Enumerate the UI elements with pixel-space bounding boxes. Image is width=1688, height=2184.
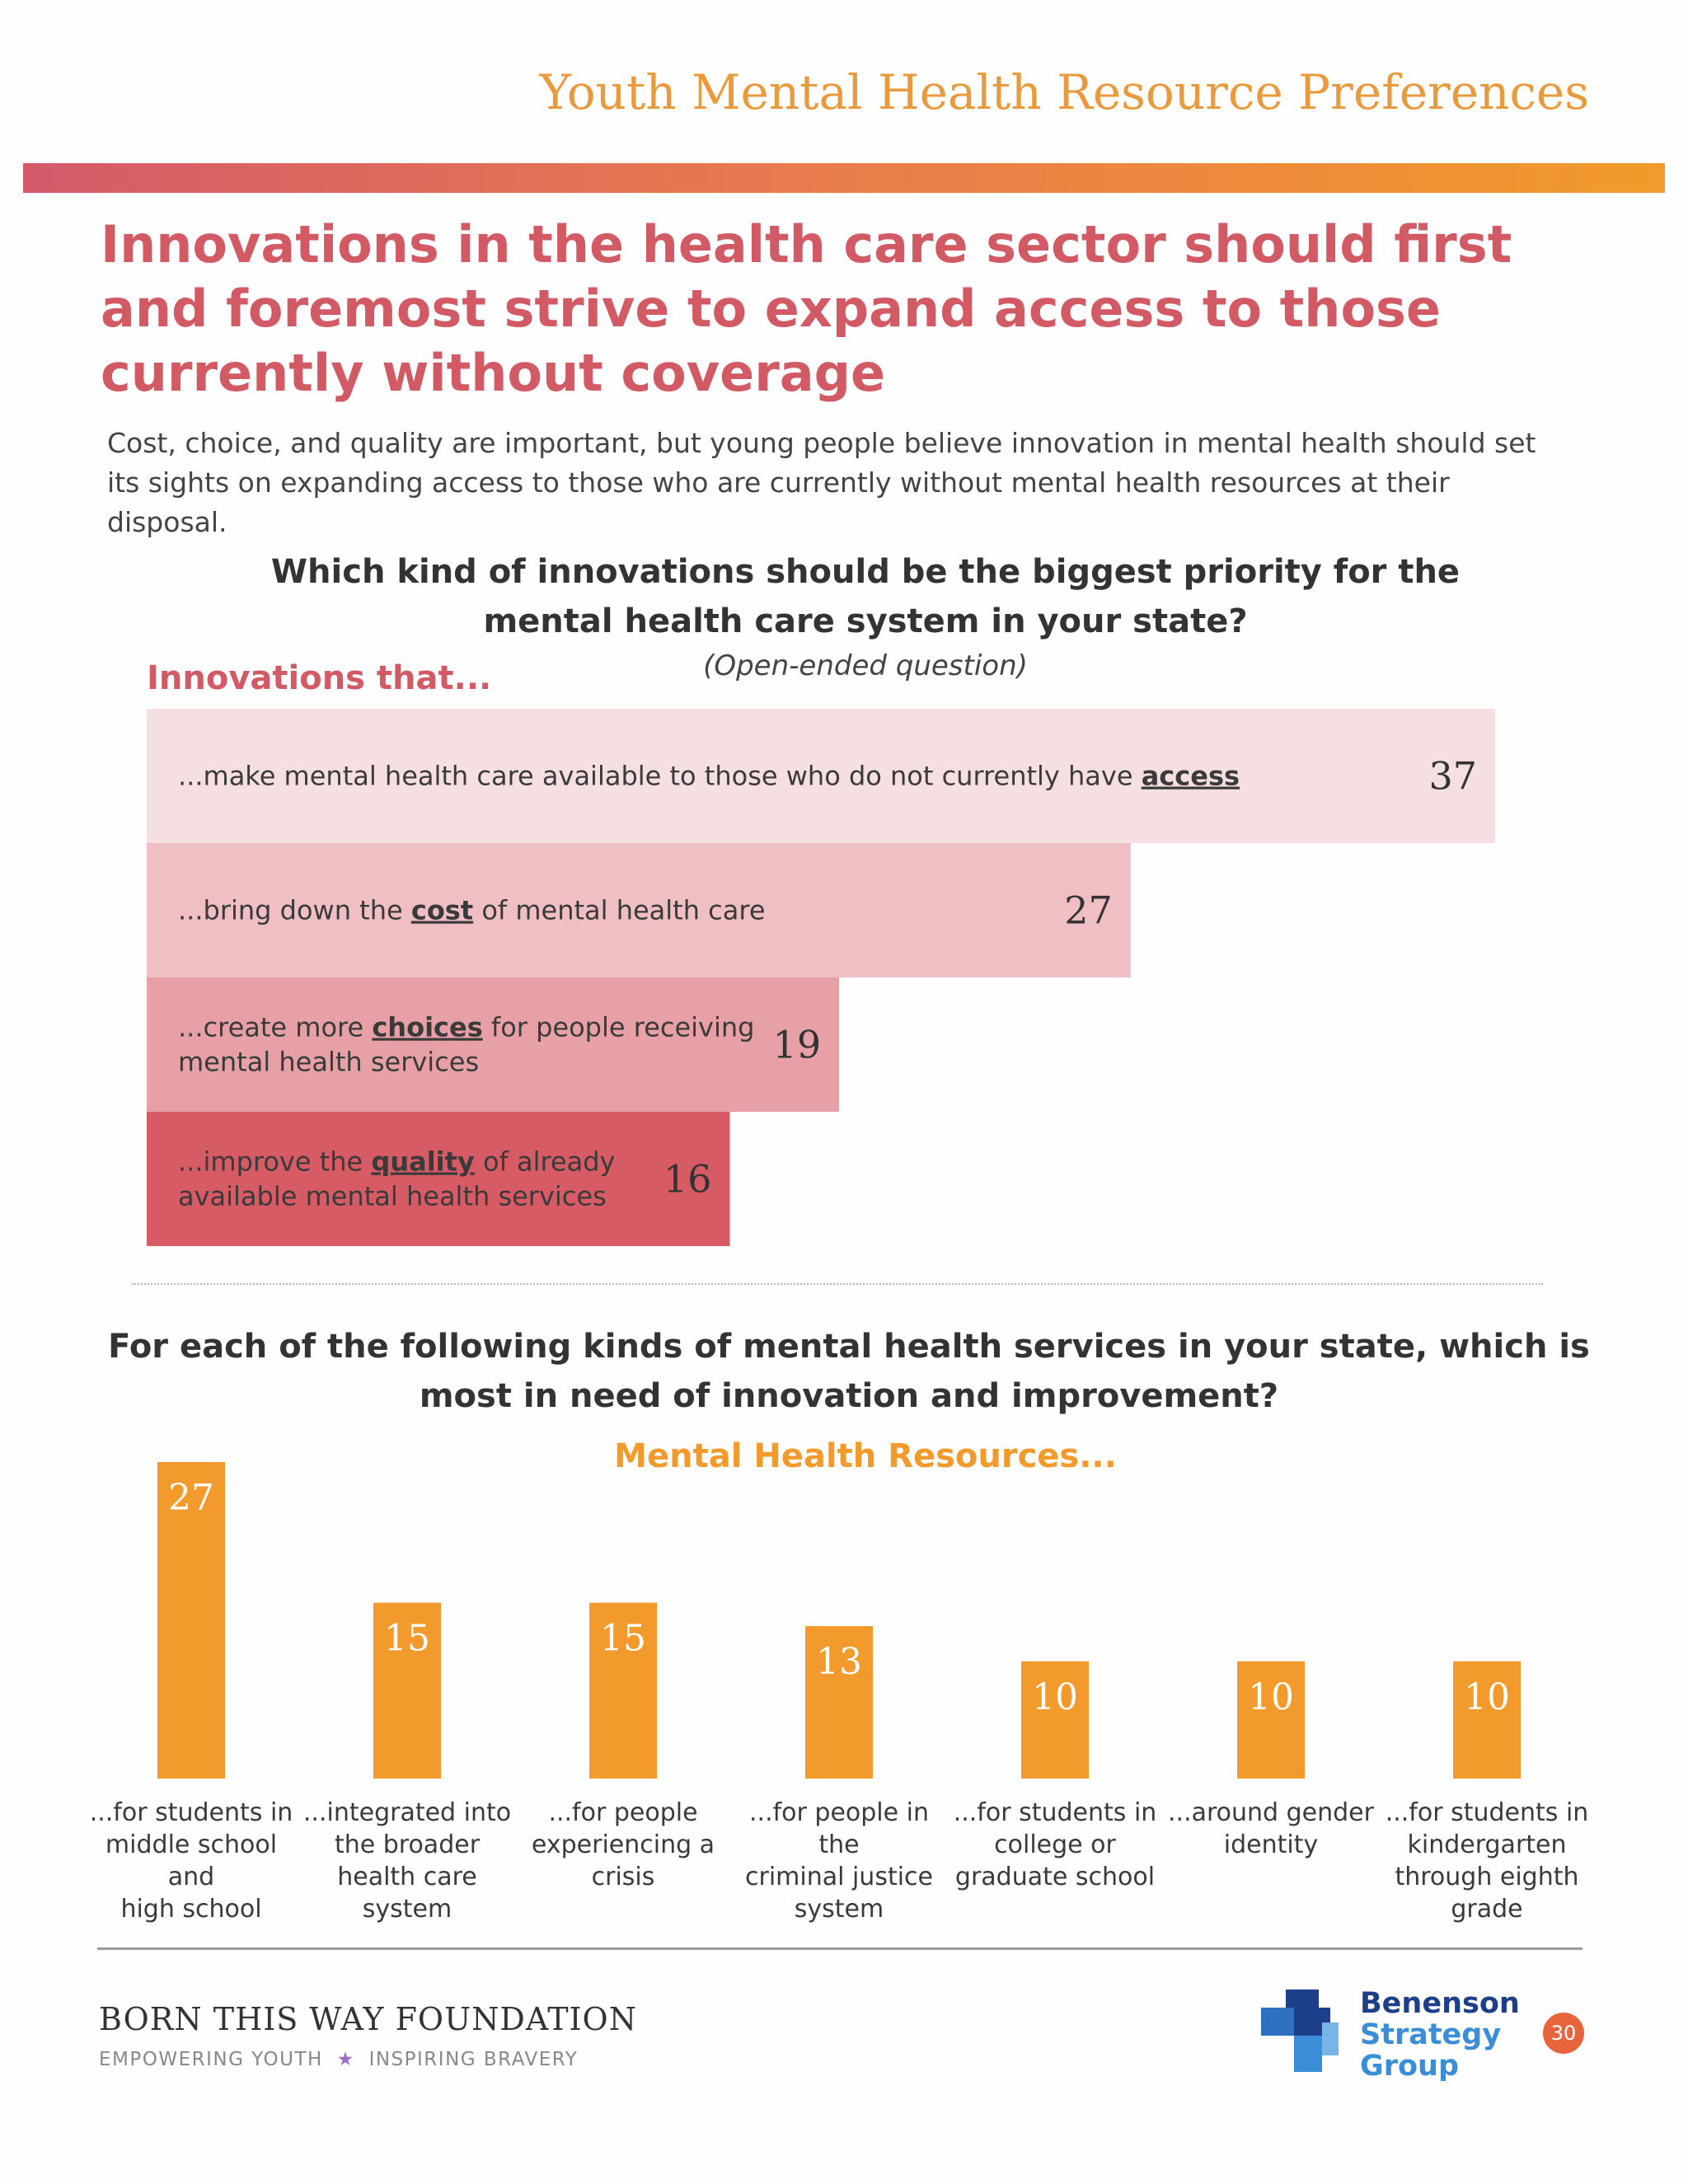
- vbar-category-line: identity: [1223, 1830, 1319, 1859]
- vbar-category-2: ...for people experiencing a crisis: [512, 1797, 734, 1893]
- vbar-4: [1021, 1661, 1089, 1779]
- hbar-label-1: ...bring down the cost of mental health …: [178, 895, 766, 926]
- hbar-value-3: 16: [663, 1157, 712, 1202]
- vbar-1: [373, 1602, 441, 1779]
- hbar-0: [147, 709, 1495, 843]
- hbar-2: [147, 977, 840, 1112]
- vbar-category-line: criminal justice: [744, 1863, 934, 1891]
- vbar-value-0: 27: [168, 1477, 214, 1519]
- vbar-category-line: ...for students in: [89, 1798, 293, 1827]
- vbar-category-line: ...integrated into: [302, 1798, 512, 1827]
- vbar-category-line: crisis: [591, 1863, 655, 1891]
- vbar-category-5: ...around gender identity: [1160, 1797, 1382, 1861]
- hbar-3: [147, 1112, 730, 1246]
- vbar-category-3: ...for people in the criminal justice syst…: [728, 1797, 950, 1925]
- intro-paragraph: Cost, choice, and quality are important,…: [107, 427, 1536, 538]
- foundation-tagline: EMPOWERING YOUTH ★ INSPIRING BRAVERY: [99, 2049, 578, 2070]
- vbar-category-6: ...for students in kindergarten through ei…: [1376, 1797, 1598, 1925]
- vbar-0: [157, 1462, 225, 1779]
- vbar-category-line: kindergarten: [1407, 1830, 1567, 1859]
- hbar-value-2: 19: [773, 1023, 822, 1067]
- vbar-category-4: ...for students in college or graduate sch…: [944, 1797, 1166, 1893]
- footer-divider: [97, 1947, 1582, 1950]
- vbar-category-line: middle school and: [105, 1830, 278, 1891]
- page-number-badge: 30: [1543, 2013, 1584, 2054]
- hbar-label-line2-2: mental health services: [178, 1047, 479, 1078]
- vbar-category-line: graduate school: [954, 1863, 1156, 1891]
- vbar-2: [589, 1602, 657, 1779]
- partner-name-line2: Strategy: [1360, 2018, 1502, 2051]
- hbar-label-0: ...make mental health care available to …: [178, 761, 1240, 792]
- chart1-question: Which kind of innovations should be the …: [270, 553, 1461, 640]
- vbar-category-line: through eighth: [1395, 1863, 1579, 1891]
- vbar-3: [805, 1626, 873, 1779]
- hbar-label-line2-3: available mental health services: [178, 1181, 607, 1212]
- charts-canvas: ...make mental health care available to …: [147, 709, 1521, 1779]
- vbar-category-0: ...for students in middle school and high …: [80, 1797, 302, 1925]
- vbar-category-line: high school: [120, 1895, 262, 1924]
- vbar-value-5: 10: [1248, 1676, 1294, 1718]
- header-gradient-band: [23, 163, 1665, 193]
- vbar-category-line: ...for students in: [1385, 1798, 1589, 1827]
- vbar-category-line: the broader: [334, 1830, 481, 1859]
- vbar-category-line: ...for students in: [953, 1798, 1157, 1827]
- vbar-category-line: college or: [994, 1830, 1116, 1859]
- partner-logo-text: Benenson Strategy Group: [1360, 1988, 1520, 2082]
- section-divider: [132, 1283, 1543, 1285]
- page-headline: Innovations in the health care sector sh…: [101, 214, 1512, 403]
- vbar-category-line: system: [362, 1895, 452, 1924]
- chart1-group-label: Innovations that...: [147, 659, 492, 697]
- partner-name-line1: Benenson: [1360, 1987, 1520, 2020]
- foundation-name: BORN THIS WAY FOUNDATION: [99, 2001, 637, 2037]
- vbar-category-line: ...for people in the: [749, 1798, 929, 1859]
- hbar-label-3: ...improve the quality of already: [178, 1146, 615, 1178]
- star-icon: ★: [336, 2049, 355, 2070]
- hbar-label-2: ...create more choices for people receiv…: [178, 1012, 754, 1043]
- vbar-value-2: 15: [600, 1618, 646, 1660]
- vbar-6: [1453, 1661, 1521, 1779]
- vbar-category-line: ...for people: [548, 1798, 698, 1827]
- partner-name-line3: Group: [1360, 2050, 1460, 2083]
- document-header-title: Youth Mental Health Resource Preferences: [539, 64, 1589, 120]
- vbar-value-3: 13: [816, 1641, 862, 1683]
- hbar-value-0: 37: [1428, 754, 1477, 799]
- partner-logo-icon: [1261, 1990, 1339, 2072]
- vbar-category-line: health care: [337, 1863, 477, 1891]
- vbar-value-1: 15: [384, 1618, 430, 1660]
- chart1-note: (Open-ended question): [703, 649, 1028, 682]
- vbar-category-line: system: [794, 1895, 884, 1924]
- tagline-left: EMPOWERING YOUTH: [99, 2049, 323, 2070]
- vbar-category-line: experiencing a: [531, 1830, 715, 1859]
- hbar-1: [147, 843, 1131, 977]
- chart2-group-label: Mental Health Resources...: [614, 1437, 1117, 1475]
- hbar-value-1: 27: [1064, 888, 1113, 933]
- vbar-5: [1237, 1661, 1305, 1779]
- tagline-right: INSPIRING BRAVERY: [368, 2049, 579, 2070]
- vbar-category-1: ...integrated into the broader health care…: [296, 1797, 518, 1925]
- vbar-category-line: ...around gender: [1168, 1798, 1374, 1827]
- vbar-value-4: 10: [1032, 1676, 1078, 1718]
- chart2-question: For each of the following kinds of menta…: [108, 1328, 1590, 1415]
- vbar-category-line: grade: [1451, 1895, 1523, 1924]
- vbar-value-6: 10: [1464, 1676, 1510, 1718]
